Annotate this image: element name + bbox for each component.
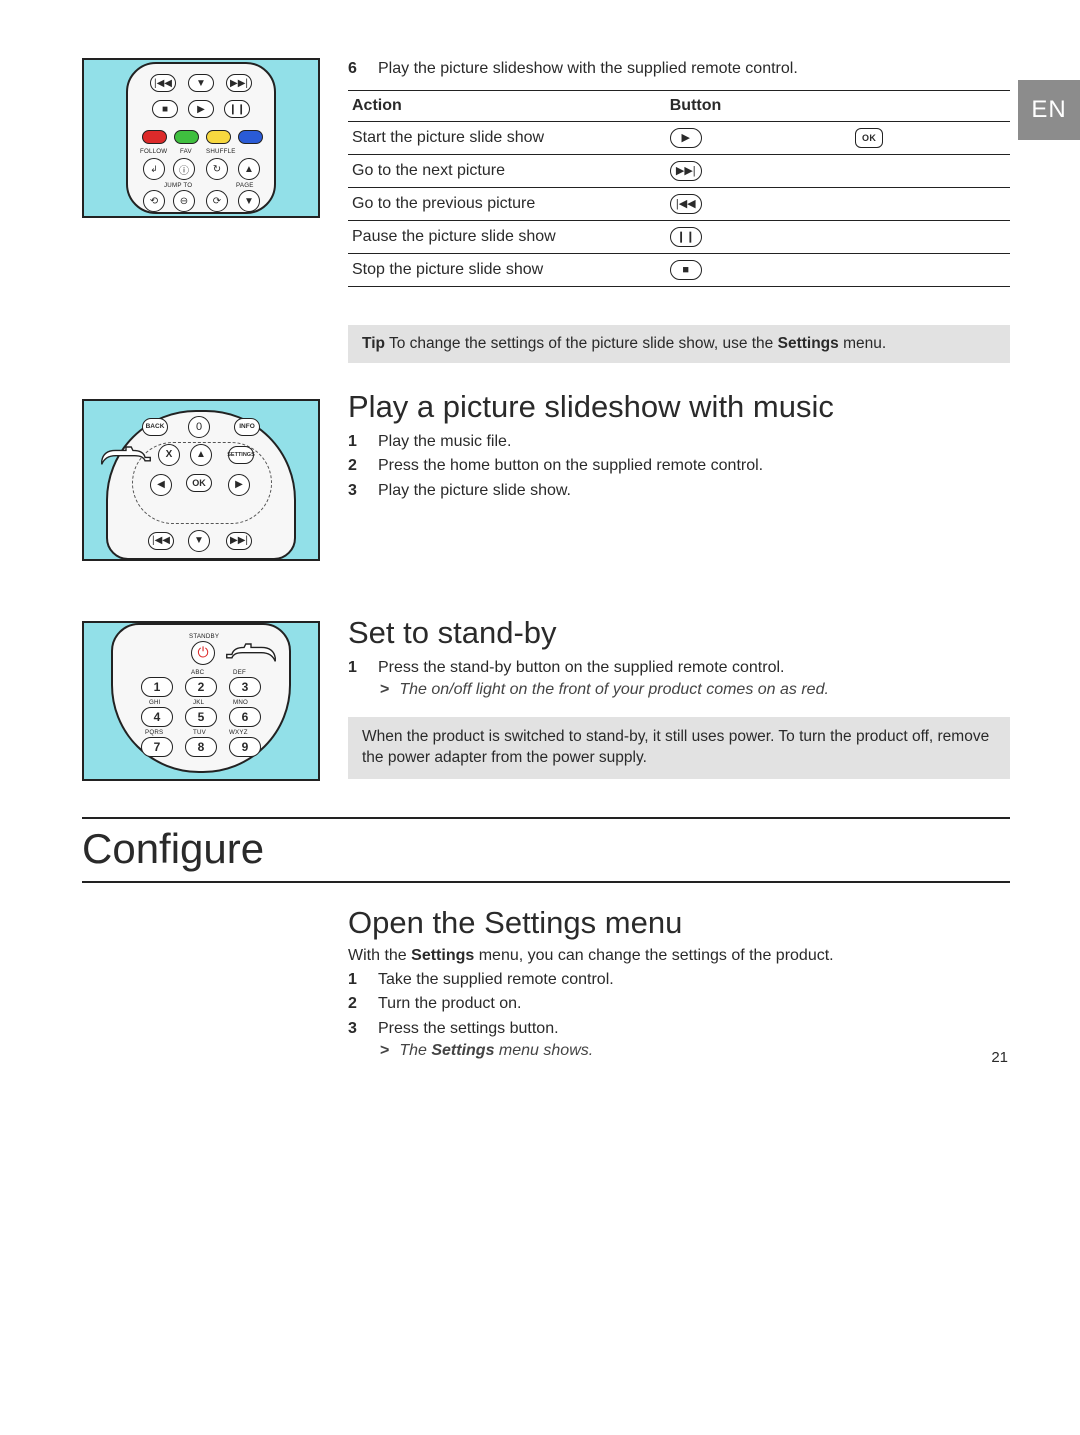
result-standby: >The on/off light on the front of your p… [380, 681, 1010, 699]
table-row: Pause the picture slide show❙❙ [348, 220, 1010, 253]
language-tab: EN [1018, 80, 1080, 140]
result-settings-menu: > The Settings menu shows. [380, 1042, 1010, 1060]
heading-standby: Set to stand-by [348, 615, 1010, 651]
tip-box: Tip To change the settings of the pictur… [348, 325, 1010, 363]
illustration-remote-standby: STANDBY ⏻ ABC DEF 1 2 3 GHI JKL MNO 4 5 … [82, 621, 320, 781]
col-button: Button [666, 90, 851, 121]
step-item: 1Play the music file. [348, 431, 1010, 453]
step-item: 2Press the home button on the supplied r… [348, 455, 1010, 477]
col-action: Action [348, 90, 666, 121]
table-row: Start the picture slide show▶OK [348, 121, 1010, 154]
heading-open-settings: Open the Settings menu [348, 905, 1010, 941]
settings-intro: With the Settings menu, you can change t… [348, 947, 1010, 965]
page-number: 21 [991, 1049, 1008, 1066]
step-item: 1Take the supplied remote control. [348, 969, 1010, 991]
table-row: Go to the next picture▶▶| [348, 154, 1010, 187]
illustration-remote-playback: |◀◀ ▼ ▶▶| ■ ▶ ❙❙ FOLLOW FAV SHUFFLE ↲ ⓘ … [82, 58, 320, 218]
step-item: 3Press the settings button. [348, 1018, 1010, 1040]
chapter-configure: Configure [82, 817, 1010, 883]
illustration-remote-home: BACK 0 INFO X ▲ SETTINGS ◀ OK ▶ |◀◀ ▼ ▶▶… [82, 399, 320, 561]
table-row: Go to the previous picture|◀◀ [348, 187, 1010, 220]
heading-slideshow-music: Play a picture slideshow with music [348, 389, 1010, 425]
step-item: 1Press the stand-by button on the suppli… [348, 657, 1010, 679]
button-action-table: Action Button Start the picture slide sh… [348, 90, 1010, 287]
step-item: 2Turn the product on. [348, 993, 1010, 1015]
step-6: 6 Play the picture slideshow with the su… [348, 58, 1010, 80]
table-row: Stop the picture slide show■ [348, 253, 1010, 286]
step-item: 3Play the picture slide show. [348, 480, 1010, 502]
standby-note: When the product is switched to stand-by… [348, 717, 1010, 779]
